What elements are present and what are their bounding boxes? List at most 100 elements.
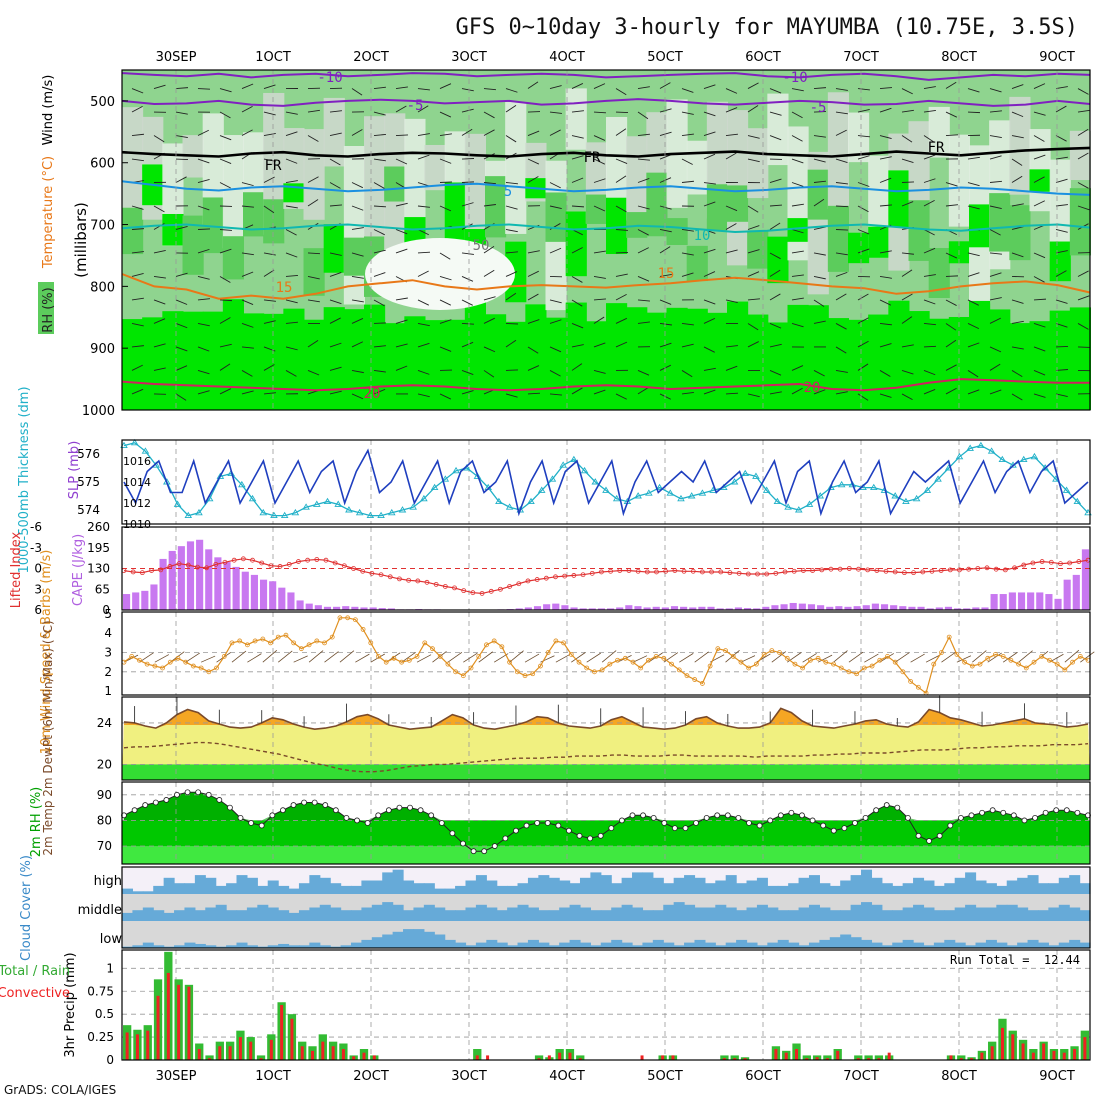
thickness-point — [141, 447, 150, 454]
wind-speed-point — [993, 652, 998, 657]
wind-barb — [219, 88, 232, 93]
isotherm-label: 10 — [694, 228, 711, 244]
lifted-index-point — [378, 572, 384, 578]
cloud-cover-bar — [1069, 875, 1081, 894]
wind-barb — [901, 344, 914, 348]
wind-barb-10m — [416, 654, 432, 663]
thickness-point — [173, 500, 182, 507]
wind-barb — [615, 341, 628, 348]
rh2m-point — [820, 822, 827, 829]
lifted-index-point — [222, 559, 228, 565]
wind-barb — [329, 204, 342, 207]
rh-field-cell — [585, 321, 607, 410]
cloud-cover-bar — [798, 877, 810, 894]
cape-bar — [123, 594, 131, 610]
wind-barb-10m — [802, 653, 817, 663]
thickness-point — [848, 480, 857, 488]
wind-barb — [725, 249, 738, 254]
thickness-point — [238, 480, 246, 488]
wind-barb — [571, 205, 585, 208]
cape-bar — [944, 606, 953, 610]
wind-barb — [637, 229, 649, 236]
wind-barb — [835, 111, 848, 115]
wind-barb — [285, 370, 297, 377]
rh-field-cell — [243, 192, 265, 237]
wind-barb — [285, 252, 298, 258]
precip-convective-bar — [1031, 1052, 1035, 1060]
precip-convective-bar — [558, 1052, 562, 1060]
cloud-cover-bar — [548, 910, 560, 921]
wind-barb — [879, 393, 892, 398]
rh2m-point — [841, 825, 848, 832]
wind-barb — [351, 205, 364, 211]
cloud-cover-bar — [923, 880, 935, 894]
cloud-cover-bar — [902, 939, 914, 948]
thickness-point — [762, 486, 771, 493]
wind-barb — [879, 343, 892, 348]
cape-bar — [1063, 579, 1071, 610]
precip-convective-bar — [774, 1049, 778, 1060]
wind-speed-point — [646, 657, 651, 663]
wind-barb — [593, 316, 605, 324]
wind-speed-point — [584, 665, 590, 671]
cloud-cover-bar — [434, 934, 446, 948]
precip-convective-bar — [228, 1046, 232, 1060]
wind-barb — [505, 271, 518, 277]
wind-barb — [857, 135, 870, 138]
cloud-cover-bar — [444, 888, 456, 894]
thickness-point — [966, 444, 974, 451]
lifted-index-point — [543, 575, 549, 581]
wind-barb — [681, 252, 694, 256]
wind-barb — [923, 370, 936, 376]
wind-barb — [461, 181, 475, 183]
wind-barb-10m — [324, 651, 339, 663]
cloud-cover-bar — [434, 907, 446, 921]
wind-barb — [747, 135, 760, 139]
wind-barb — [835, 293, 847, 301]
cloud-cover-bar — [673, 945, 685, 948]
wind-barb — [813, 370, 825, 377]
slp-line — [123, 448, 1089, 517]
cape-bar — [360, 607, 368, 610]
wind-barb — [703, 84, 716, 89]
cloud-cover-bar — [288, 912, 300, 921]
wind-barb — [923, 154, 936, 160]
wind-barb-10m — [524, 653, 540, 663]
wind-barb — [879, 276, 892, 279]
rh-field-cell — [948, 241, 970, 264]
wind-barb — [857, 205, 869, 213]
wind-barb — [593, 250, 606, 254]
wind-speed-point — [962, 659, 968, 665]
lifted-index-point — [498, 586, 503, 592]
wind-barb — [1033, 135, 1045, 142]
rh2m-point — [989, 807, 996, 814]
cape-bar — [625, 605, 633, 610]
wind-barb — [153, 276, 166, 279]
wind-barb — [395, 365, 408, 371]
y-tick-label: 24 — [97, 716, 112, 730]
wind-barb — [505, 229, 518, 233]
x-tick-label: 6OCT — [745, 1069, 781, 1084]
thickness-point — [612, 494, 621, 502]
wind-barb — [923, 86, 936, 89]
isotherm-label: -10 — [317, 70, 342, 86]
wind-barb — [307, 109, 320, 113]
wind-barb — [703, 367, 716, 371]
cloud-cover-bar — [996, 885, 1008, 894]
cloud-cover-bar — [684, 942, 696, 948]
wind-barb — [197, 390, 210, 395]
wind-barb — [791, 250, 804, 254]
cloud-cover-bar — [913, 877, 925, 894]
precip-convective-bar — [249, 1041, 253, 1060]
cloud-cover-bar — [319, 945, 331, 948]
y-axis-label-cape: CAPE (J/kg) — [71, 534, 86, 606]
wind-barb — [747, 205, 759, 213]
isotherm-label: 20 — [364, 386, 381, 402]
rh-field-cell — [948, 316, 970, 410]
y-tick-label: 700 — [90, 219, 115, 234]
lifted-index-point — [158, 567, 164, 573]
cloud-cover-bar — [330, 946, 342, 948]
wind-barb — [241, 182, 254, 187]
cape-bar — [533, 606, 542, 610]
wind-barb — [923, 229, 935, 236]
